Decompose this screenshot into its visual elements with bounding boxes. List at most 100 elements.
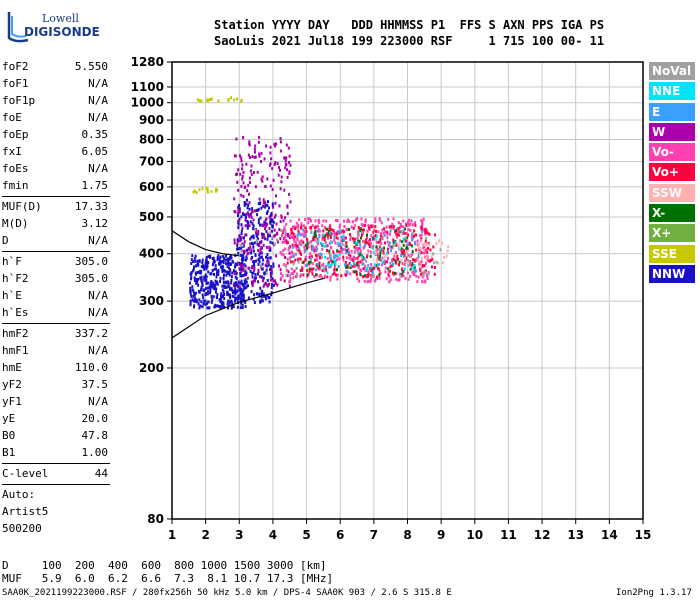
echo-point	[215, 267, 217, 271]
echo-point	[242, 264, 245, 267]
echo-point	[392, 217, 395, 221]
echo-point	[358, 264, 361, 268]
echo-point	[223, 296, 226, 300]
echo-point	[408, 222, 411, 226]
echo-point	[260, 160, 262, 164]
legend-item: SSE	[649, 244, 695, 263]
echo-point	[200, 288, 203, 292]
param-name: foF1	[2, 77, 29, 90]
echo-point	[378, 274, 381, 278]
echo-point	[319, 252, 322, 256]
echo-point	[247, 284, 249, 288]
echo-point	[193, 293, 196, 297]
echo-point	[233, 209, 236, 213]
legend-item: Vo+	[649, 163, 695, 182]
echo-point	[416, 256, 419, 260]
echo-point	[265, 295, 267, 299]
echo-point	[194, 259, 197, 263]
echo-point	[230, 306, 233, 310]
echo-point	[234, 296, 237, 300]
echo-point	[356, 248, 359, 252]
echo-point	[249, 181, 251, 184]
echo-point	[204, 293, 207, 297]
echo-point	[319, 273, 322, 277]
echo-point	[409, 274, 412, 278]
echo-point	[236, 238, 239, 242]
echo-point	[300, 243, 303, 247]
echo-point	[244, 218, 247, 222]
echo-point	[252, 234, 255, 238]
echo-point	[286, 257, 289, 261]
echo-point	[395, 251, 397, 254]
echo-point	[189, 289, 192, 293]
x-tick-label: 6	[336, 528, 344, 542]
echo-point	[438, 239, 440, 243]
echo-point	[332, 250, 335, 254]
echo-point	[398, 221, 400, 225]
echo-point	[402, 251, 405, 255]
echo-point	[421, 264, 424, 268]
echo-point	[243, 251, 245, 255]
echo-point	[387, 267, 390, 271]
echo-point	[219, 261, 222, 265]
echo-point	[354, 270, 357, 274]
echo-point	[389, 261, 392, 265]
echo-point	[239, 291, 242, 295]
echo-point	[259, 241, 262, 245]
echo-point	[269, 162, 272, 166]
echo-point	[369, 269, 372, 273]
echo-point	[217, 268, 220, 272]
echo-point	[364, 274, 366, 278]
echo-point	[209, 288, 212, 292]
x-tick-label: 9	[437, 528, 445, 542]
param-name: yF2	[2, 378, 22, 391]
echo-point	[216, 282, 219, 286]
echo-point	[266, 256, 269, 260]
echo-point	[246, 226, 249, 230]
echo-point	[244, 224, 247, 228]
echo-point	[230, 287, 233, 291]
echo-point	[270, 157, 273, 161]
echo-point	[320, 253, 323, 257]
echo-point	[321, 263, 324, 267]
echo-point	[349, 233, 351, 237]
echo-point	[313, 226, 316, 230]
echo-point	[244, 267, 247, 271]
x-tick-label: 1	[168, 528, 176, 542]
echo-point	[269, 218, 272, 222]
echo-point	[415, 269, 418, 273]
echo-point	[251, 284, 254, 288]
echo-point	[397, 227, 400, 231]
echo-point	[240, 215, 243, 219]
echo-point	[227, 284, 230, 288]
echo-point	[412, 258, 415, 262]
echo-point	[392, 273, 395, 277]
echo-point	[347, 252, 350, 256]
echo-point	[304, 226, 307, 230]
echo-point	[329, 241, 332, 245]
echo-point	[270, 229, 273, 233]
echo-point	[221, 284, 224, 288]
echo-point	[323, 238, 326, 242]
param-value: 47.8	[81, 429, 109, 442]
echo-cluster	[192, 186, 219, 195]
echo-point	[318, 264, 321, 268]
echo-point	[297, 232, 300, 236]
y-tick-label: 700	[139, 154, 164, 168]
echo-point	[418, 263, 421, 267]
echo-point	[406, 246, 408, 250]
echo-point	[199, 271, 202, 275]
echo-cluster	[188, 253, 248, 310]
echo-point	[239, 239, 242, 243]
echo-point	[294, 258, 297, 262]
echo-point	[206, 188, 209, 192]
echo-point	[366, 255, 368, 259]
echo-point	[245, 216, 247, 220]
echo-point	[260, 206, 263, 210]
echo-point	[400, 229, 403, 233]
x-tick-label: 8	[403, 528, 411, 542]
echo-point	[285, 273, 288, 277]
echo-point	[401, 267, 404, 271]
param-row: hmF2 337.2	[2, 325, 110, 342]
echo-point	[341, 242, 344, 246]
